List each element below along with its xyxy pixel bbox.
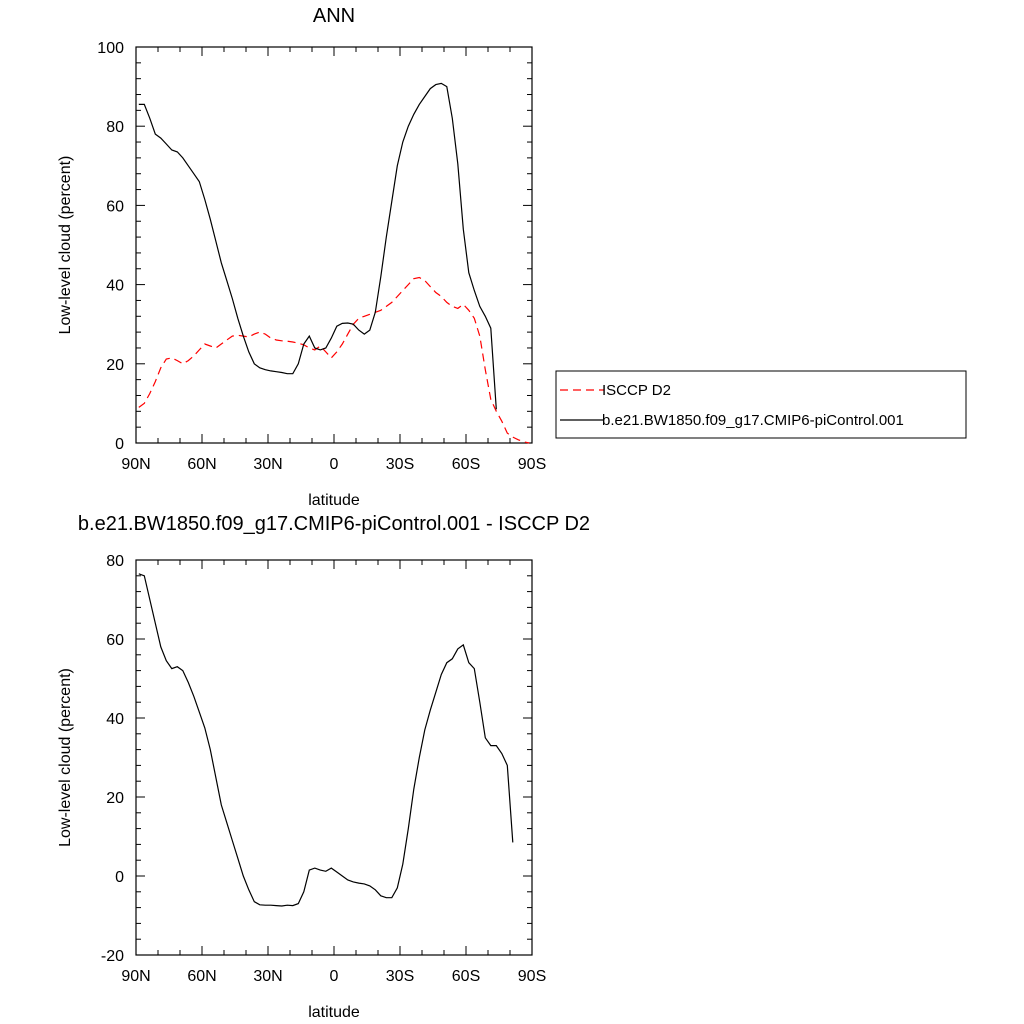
x-tick-label: 60N xyxy=(187,968,216,985)
x-axis-label: latitude xyxy=(308,1004,360,1021)
chart-title: ANN xyxy=(313,5,355,27)
plot-frame xyxy=(135,46,533,444)
y-tick-label: 80 xyxy=(106,553,124,570)
y-tick-label: 0 xyxy=(115,436,124,453)
x-tick-label: 30N xyxy=(253,456,282,473)
plot-frame xyxy=(135,559,533,956)
series-line-2 xyxy=(138,82,497,410)
y-tick-label: 100 xyxy=(97,40,124,57)
y-tick-label: -20 xyxy=(101,948,124,965)
y-axis-label: Low-level cloud (percent) xyxy=(57,156,74,335)
y-tick-label: 60 xyxy=(106,198,124,215)
legend: ISCCP D2 b.e21.BW1850.f09_g17.CMIP6-piCon… xyxy=(555,370,967,439)
x-tick-label: 90N xyxy=(121,968,150,985)
y-tick-label: 20 xyxy=(106,790,124,807)
x-axis-label: latitude xyxy=(308,492,360,509)
chart-panel-2: b.e21.BW1850.f09_g17.CMIP6-piControl.001… xyxy=(57,513,590,1021)
chart-title: b.e21.BW1850.f09_g17.CMIP6-piControl.001… xyxy=(78,513,590,535)
x-tick-label: 0 xyxy=(330,968,339,985)
series-line-1 xyxy=(138,276,530,444)
x-tick-label: 90S xyxy=(518,456,546,473)
y-tick-label: 20 xyxy=(106,357,124,374)
x-tick-label: 90N xyxy=(121,456,150,473)
series-line-1 xyxy=(138,573,514,907)
x-tick-label: 60S xyxy=(452,456,480,473)
y-tick-label: 0 xyxy=(115,869,124,886)
y-tick-label: 40 xyxy=(106,711,124,728)
legend-label-1: ISCCP D2 xyxy=(602,382,671,399)
legend-box xyxy=(555,370,967,439)
x-tick-label: 30N xyxy=(253,968,282,985)
x-tick-label: 0 xyxy=(330,456,339,473)
y-axis-label: Low-level cloud (percent) xyxy=(57,668,74,847)
x-tick-label: 30S xyxy=(386,968,414,985)
x-tick-label: 60S xyxy=(452,968,480,985)
x-tick-label: 60N xyxy=(187,456,216,473)
x-tick-label: 90S xyxy=(518,968,546,985)
legend-label-2: b.e21.BW1850.f09_g17.CMIP6-piControl.001 xyxy=(602,412,904,429)
chart-panel-1: ANN 90N 60N 30N 0 30S 60S 90S 0 20 40 60 80 100 latitu… xyxy=(57,5,967,509)
y-tick-label: 60 xyxy=(106,632,124,649)
y-tick-label: 80 xyxy=(106,119,124,136)
y-tick-label: 40 xyxy=(106,278,124,295)
x-tick-label: 30S xyxy=(386,456,414,473)
